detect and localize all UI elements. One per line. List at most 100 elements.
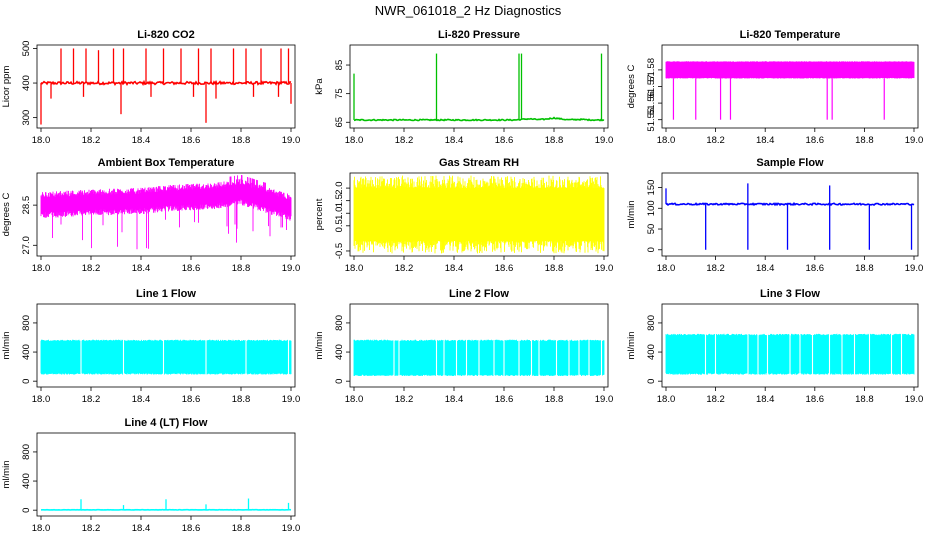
- series-marks: [666, 334, 914, 375]
- x-tick-label: 18.8: [232, 135, 251, 146]
- y-tick-label: 800: [334, 315, 345, 331]
- y-tick-label: 800: [646, 315, 657, 331]
- panel-title: Gas Stream RH: [439, 157, 519, 169]
- x-tick-label: 18.8: [545, 394, 564, 405]
- y-tick-label: 51.58: [646, 58, 657, 82]
- x-tick-label: 19.0: [282, 135, 301, 146]
- x-tick-label: 18.4: [756, 263, 775, 274]
- x-tick-label: 18.6: [806, 263, 825, 274]
- panel-title: Sample Flow: [756, 157, 824, 169]
- series-marks: [41, 499, 291, 510]
- series-marks: [354, 54, 604, 121]
- y-tick-label: 400: [21, 344, 32, 360]
- x-tick-label: 18.8: [232, 523, 251, 534]
- x-tick-label: 19.0: [282, 523, 301, 534]
- y-axis-label: ml/min: [1, 332, 12, 360]
- x-tick-label: 18.2: [82, 523, 101, 534]
- x-tick-label: 18.0: [657, 135, 676, 146]
- x-tick-label: 19.0: [595, 394, 614, 405]
- x-tick-label: 18.0: [345, 263, 364, 274]
- x-tick-label: 18.8: [855, 394, 874, 405]
- y-axis-label: Licor ppm: [1, 66, 12, 108]
- y-axis-label: ml/min: [626, 201, 637, 229]
- series-marks: [666, 61, 914, 119]
- series-line: [354, 118, 604, 121]
- x-tick-label: 19.0: [282, 394, 301, 405]
- series-marks: [354, 340, 604, 376]
- x-tick-label: 18.6: [495, 394, 514, 405]
- y-tick-label: 85: [334, 60, 345, 71]
- x-tick-label: 19.0: [905, 135, 924, 146]
- y-axis-label: degrees C: [626, 64, 637, 108]
- x-tick-label: 18.4: [445, 394, 464, 405]
- y-axis-label: ml/min: [314, 332, 325, 360]
- x-tick-label: 18.2: [82, 135, 101, 146]
- x-tick-label: 18.0: [345, 394, 364, 405]
- x-tick-label: 18.0: [32, 135, 51, 146]
- x-tick-label: 19.0: [282, 263, 301, 274]
- y-tick-label: 2.0: [334, 181, 345, 194]
- x-tick-label: 18.2: [706, 135, 725, 146]
- y-tick-label: 400: [21, 75, 32, 91]
- x-tick-label: 18.4: [132, 394, 151, 405]
- plot-frame: [662, 173, 918, 256]
- panel-title: Line 4 (LT) Flow: [125, 417, 208, 429]
- x-tick-label: 18.2: [82, 263, 101, 274]
- x-tick-label: 18.2: [395, 135, 414, 146]
- x-tick-label: 18.6: [806, 394, 825, 405]
- x-tick-label: 18.6: [495, 263, 514, 274]
- x-tick-label: 18.8: [232, 263, 251, 274]
- chart-panel-p2: Li-820 Pressure kPa 18.0 18.2 18.4 18.6 18.8 19…: [314, 29, 613, 146]
- panel-title: Line 2 Flow: [449, 288, 509, 300]
- panel-title: Ambient Box Temperature: [98, 157, 235, 169]
- y-tick-label: 800: [21, 315, 32, 331]
- series-marks: [41, 48, 291, 124]
- x-tick-label: 18.6: [495, 135, 514, 146]
- x-tick-label: 18.6: [182, 263, 201, 274]
- x-tick-label: 19.0: [595, 135, 614, 146]
- y-tick-label: 1.5: [334, 194, 345, 207]
- x-tick-label: 19.0: [905, 394, 924, 405]
- x-tick-label: 18.2: [706, 263, 725, 274]
- x-tick-label: 18.6: [182, 135, 201, 146]
- y-tick-label: 300: [21, 110, 32, 126]
- y-tick-label: 500: [21, 41, 32, 57]
- panel-title: Li-820 Pressure: [438, 29, 520, 41]
- y-axis-label: ml/min: [1, 461, 12, 489]
- y-tick-label: 27.0: [21, 236, 32, 255]
- x-tick-label: 18.4: [756, 135, 775, 146]
- x-tick-label: 18.4: [132, 263, 151, 274]
- x-tick-label: 18.2: [706, 394, 725, 405]
- y-tick-label: 65: [334, 117, 345, 128]
- panel-title: Li-820 CO2: [137, 29, 194, 41]
- x-tick-label: 18.0: [345, 135, 364, 146]
- x-tick-label: 18.8: [545, 135, 564, 146]
- panel-title: Line 1 Flow: [136, 288, 196, 300]
- y-tick-label: 0: [646, 379, 657, 384]
- y-axis-label: ml/min: [626, 332, 637, 360]
- series-marks: [41, 175, 291, 249]
- x-tick-label: 19.0: [595, 263, 614, 274]
- y-tick-label: 0: [21, 508, 32, 513]
- panel-title: Line 3 Flow: [760, 288, 820, 300]
- x-tick-label: 18.6: [182, 523, 201, 534]
- y-tick-label: 0: [334, 379, 345, 384]
- y-axis-label: kPa: [314, 78, 325, 95]
- y-tick-label: 400: [334, 344, 345, 360]
- series-marks: [41, 340, 291, 375]
- x-tick-label: 18.4: [445, 135, 464, 146]
- x-tick-label: 18.8: [232, 394, 251, 405]
- x-tick-label: 18.6: [182, 394, 201, 405]
- plot-frame: [37, 45, 295, 128]
- y-tick-label: 1.0: [334, 207, 345, 220]
- plot-frame: [350, 45, 608, 128]
- y-tick-label: 100: [646, 200, 657, 216]
